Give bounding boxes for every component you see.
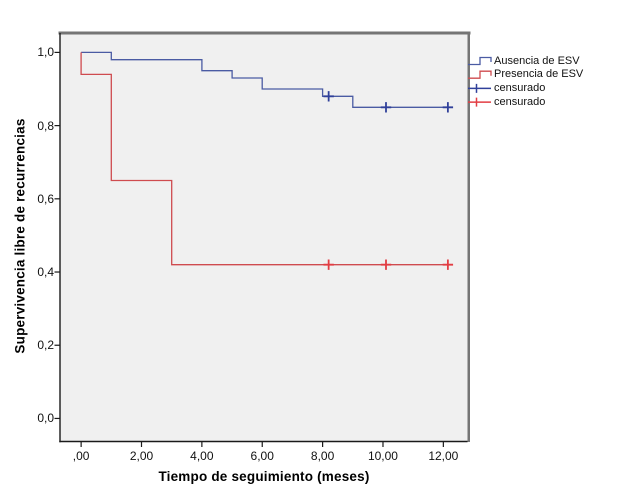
x-tick-label: 12,00 [428,448,459,463]
censor-mark-0 [380,102,392,113]
plot-frame-right [467,31,470,442]
plot-frame-top [58,31,471,35]
x-tick-label: 4,00 [190,448,214,463]
legend-step-glyph-0 [468,56,492,66]
legend-label-3: censurado [494,95,546,108]
y-tick-label: 0,0 [37,411,54,426]
legend-label-0: Ausencia de ESV [494,54,580,67]
legend-plus-glyph-3 [468,97,491,107]
plot-background [60,33,468,442]
censor-mark-0 [442,102,454,113]
censor-mark-1 [380,259,392,270]
legend-label-1: Presencia de ESV [494,68,584,81]
x-tick-label: 6,00 [250,448,274,463]
y-tick-label: 0,4 [37,265,54,280]
legend-step-glyph-1 [468,70,492,79]
y-tick-label: 0,2 [37,338,54,353]
censor-mark-1 [323,259,334,270]
legend-plus-glyph-2 [468,83,491,93]
y-axis-title: Supervivencia libre de recurrencias [12,118,28,354]
x-tick-label: ,00 [72,448,90,463]
y-tick-label: 0,8 [37,118,54,133]
survival-curve-0 [81,51,453,108]
y-tick-label: 0,6 [37,191,54,206]
x-axis-title: Tiempo de seguimiento (meses) [158,469,370,484]
censor-mark-0 [323,91,334,102]
survival-curve-1 [80,52,453,266]
x-tick-label: 8,00 [310,448,335,463]
y-tick-label: 1,0 [37,45,54,60]
legend-label-2: censurado [494,81,546,94]
x-tick-label: 10,00 [367,448,398,463]
x-tick-label: 2,00 [129,448,154,463]
censor-mark-1 [442,259,454,270]
